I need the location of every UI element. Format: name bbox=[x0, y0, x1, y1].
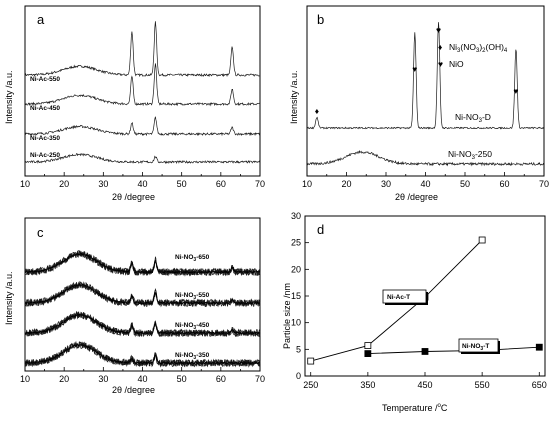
x-tick-label-250: 250 bbox=[303, 380, 318, 390]
panel-b-ylabel: Intensity /a.u. bbox=[289, 70, 299, 124]
x-tick-label-40: 40 bbox=[420, 179, 430, 189]
x-tick-label-20: 20 bbox=[59, 179, 69, 189]
panel-b-xlabel: 2θ /degree bbox=[395, 192, 438, 202]
peak-marker-3: ♥ bbox=[513, 86, 518, 96]
xrd-curve-ni-no3-350 bbox=[24, 340, 261, 368]
y-tick-label-5: 5 bbox=[296, 344, 301, 354]
panel-a-curve-label-350: Ni-Ac-350 bbox=[30, 135, 60, 142]
x-tick-label-60: 60 bbox=[216, 374, 226, 384]
x-tick-label-650: 650 bbox=[532, 380, 547, 390]
x-tick-label-50: 50 bbox=[177, 374, 187, 384]
data-point-ni-no3-t bbox=[421, 348, 429, 355]
panel-b-curve-label-250: Ni-NO3-250 bbox=[448, 149, 492, 161]
y-tick-label-20: 20 bbox=[291, 264, 301, 274]
series-label-ni-no3-t: Ni-NO3-T bbox=[462, 343, 489, 352]
panel-b-letter: b bbox=[317, 12, 324, 27]
xrd-curve-smooth-ni-no3-350 bbox=[24, 343, 261, 365]
x-tick-label-10: 10 bbox=[302, 179, 312, 189]
panel-a: a Intensity /a.u. 2θ /degree 10 20 30 40 50 6… bbox=[4, 5, 265, 202]
panel-c-letter: c bbox=[37, 225, 44, 240]
xrd-curve-smooth-ni-no3-650 bbox=[24, 252, 261, 274]
x-tick-label-70: 70 bbox=[539, 179, 549, 189]
x-tick-label-20: 20 bbox=[341, 179, 351, 189]
peak-marker-0: ♦ bbox=[315, 106, 320, 116]
data-point-ni-no3-t bbox=[535, 343, 543, 351]
panel-b-curve-label-d: Ni-NO3-D bbox=[455, 112, 491, 124]
x-tick-label-350: 350 bbox=[360, 380, 375, 390]
x-tick-label-40: 40 bbox=[137, 179, 147, 189]
panel-a-curve-label-250: Ni-Ac-250 bbox=[30, 152, 60, 159]
series-line-ni-ac-t bbox=[310, 239, 483, 362]
panel-a-xlabel: 2θ /degree bbox=[112, 192, 155, 202]
x-tick-label-40: 40 bbox=[137, 374, 147, 384]
y-tick-label-10: 10 bbox=[291, 318, 301, 328]
peak-marker-1: ♥ bbox=[412, 64, 417, 74]
x-tick-label-20: 20 bbox=[59, 374, 69, 384]
panel-d-ylabel: Particle size /nm bbox=[282, 283, 292, 349]
x-tick-label-30: 30 bbox=[98, 179, 108, 189]
panel-a-letter: a bbox=[37, 12, 45, 27]
panel-a-axes bbox=[24, 5, 261, 177]
xrd-curve-ni-no3-d bbox=[306, 22, 545, 130]
y-tick-label-25: 25 bbox=[291, 238, 301, 248]
x-tick-label-450: 450 bbox=[417, 380, 432, 390]
panel-c: c Intensity /a.u. 2θ /degree 10 20 30 40 50 6… bbox=[4, 217, 265, 395]
series-label-ni-ac-t: Ni-Ac-T bbox=[387, 294, 410, 301]
x-tick-label-30: 30 bbox=[381, 179, 391, 189]
series-label-box-ni-no3 bbox=[458, 338, 499, 353]
panel-c-curve-label-450: Ni-NO3-450 bbox=[175, 322, 210, 331]
panel-d-xlabel: Temperature /oC bbox=[382, 403, 448, 413]
legend-item-ni3no32oh4: Ni3(NO3)2(OH)4 bbox=[449, 42, 508, 54]
x-tick-label-10: 10 bbox=[20, 179, 30, 189]
x-tick-label-50: 50 bbox=[177, 179, 187, 189]
x-tick-label-30: 30 bbox=[98, 374, 108, 384]
xrd-curve-ni-ac-350 bbox=[24, 116, 261, 137]
panel-c-curve-label-650: Ni-NO3-650 bbox=[175, 254, 210, 263]
data-point-ni-ac-t bbox=[307, 357, 315, 365]
data-point-ni-ac-t bbox=[478, 236, 486, 244]
x-tick-label-10: 10 bbox=[20, 374, 30, 384]
panel-c-ylabel: Intensity /a.u. bbox=[4, 271, 14, 325]
xrd-curve-ni-ac-550 bbox=[24, 21, 261, 78]
x-tick-label-70: 70 bbox=[255, 374, 265, 384]
legend-heart-icon: ♥ bbox=[438, 59, 443, 69]
data-point-ni-ac-t bbox=[364, 342, 372, 350]
series-label-box-ni-ac bbox=[382, 289, 427, 304]
legend-diamond-icon: ♦ bbox=[438, 42, 443, 52]
peak-marker-2: ♥ bbox=[436, 25, 441, 35]
panel-c-xlabel: 2θ /degree bbox=[112, 385, 155, 395]
panel-c-curve-label-550: Ni-NO3-550 bbox=[175, 292, 210, 301]
x-tick-label-70: 70 bbox=[255, 179, 265, 189]
panel-a-curve-label-550: Ni-Ac-550 bbox=[30, 76, 60, 83]
x-tick-label-550: 550 bbox=[475, 380, 490, 390]
xrd-curve-smooth-ni-no3-550 bbox=[24, 283, 261, 305]
x-tick-label-60: 60 bbox=[216, 179, 226, 189]
panel-d-letter: d bbox=[317, 222, 324, 237]
panel-a-curve-label-450: Ni-Ac-450 bbox=[30, 105, 60, 112]
panel-d: d Particle size /nm Temperature /oC 250 3… bbox=[282, 211, 547, 413]
y-tick-label-30: 30 bbox=[291, 211, 301, 221]
legend-item-nio: NiO bbox=[449, 59, 464, 69]
xrd-curve-ni-no3-250 bbox=[306, 149, 545, 167]
x-tick-label-60: 60 bbox=[499, 179, 509, 189]
xrd-curve-ni-ac-450 bbox=[24, 63, 261, 107]
panel-b: b Intensity /a.u. 2θ /degree 10 20 30 40 50 6… bbox=[289, 5, 549, 202]
xrd-curve-smooth-ni-no3-450 bbox=[24, 313, 261, 335]
panel-b-axes bbox=[306, 5, 545, 177]
y-tick-label-15: 15 bbox=[291, 291, 301, 301]
series-line-ni-no3-t bbox=[367, 346, 540, 355]
xrd-curve-ni-ac-250 bbox=[24, 153, 261, 165]
panel-a-ylabel: Intensity /a.u. bbox=[4, 70, 14, 124]
y-tick-label-0: 0 bbox=[296, 371, 301, 381]
panel-c-curve-label-350: Ni-NO3-350 bbox=[175, 352, 210, 361]
x-tick-label-50: 50 bbox=[460, 179, 470, 189]
data-point-ni-no3-t bbox=[364, 350, 372, 358]
